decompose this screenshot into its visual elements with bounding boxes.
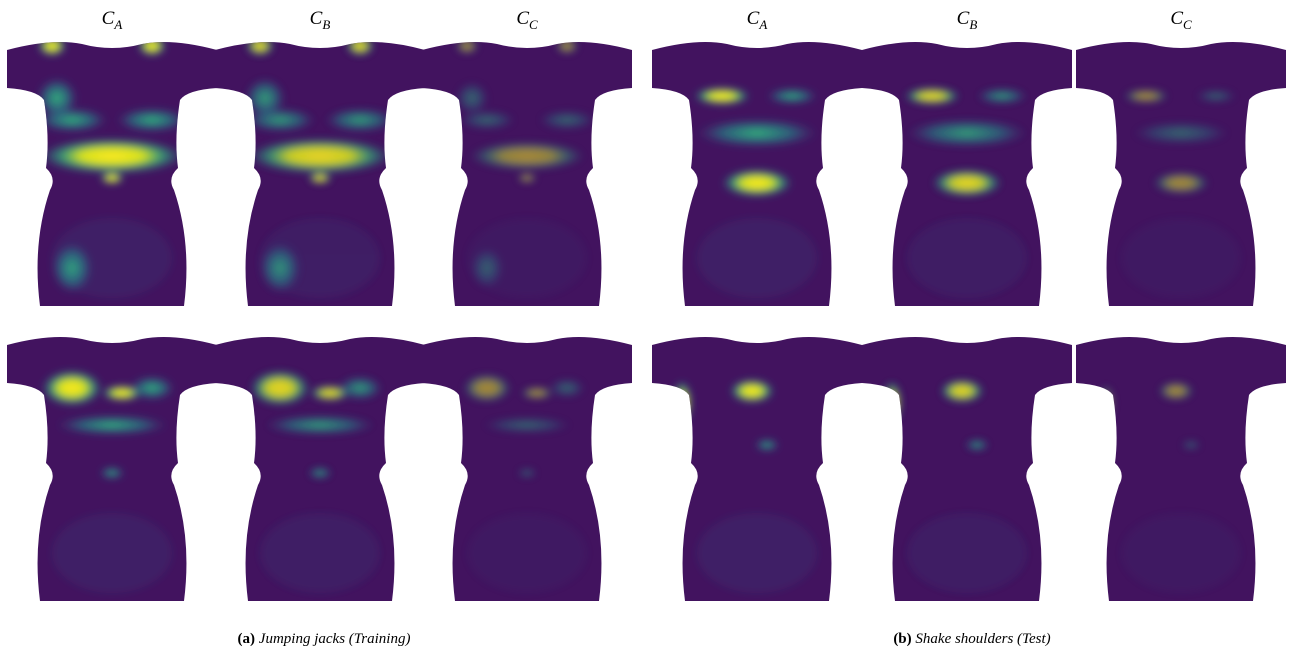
heat-spot	[469, 142, 584, 171]
heat-spot	[130, 376, 174, 400]
heat-spot	[722, 169, 792, 197]
heat-spot	[517, 468, 536, 478]
heat-spot	[907, 119, 1027, 147]
heat-spot	[42, 370, 102, 406]
heat-spot	[100, 172, 124, 184]
heat-spot	[52, 513, 172, 593]
heat-spot	[517, 173, 536, 183]
heat-spot	[1133, 122, 1229, 144]
figure: CA CB CC CA CB CC (a) Jumping jacks (Tra…	[0, 0, 1299, 655]
heat-spot	[556, 38, 578, 54]
heat-spot	[325, 108, 395, 132]
heatmap-torso	[215, 337, 425, 601]
heat-spot	[52, 218, 172, 298]
heatmap-torso	[1076, 337, 1286, 601]
heat-spot	[882, 381, 902, 425]
heat-spot	[1196, 90, 1236, 103]
heat-spot	[40, 138, 184, 174]
heat-spot	[1153, 172, 1209, 194]
heat-spot	[138, 36, 166, 56]
heat-spot	[1121, 218, 1241, 298]
heat-spot	[250, 370, 310, 406]
heatmap-torso	[422, 38, 632, 306]
heat-spot	[346, 36, 374, 56]
heat-spot	[907, 513, 1027, 593]
heat-spot	[907, 218, 1027, 298]
heat-spot	[338, 376, 382, 400]
heat-spot	[904, 87, 960, 105]
heat-spot	[672, 381, 692, 425]
heat-spot	[1121, 513, 1241, 593]
heat-spot	[245, 78, 285, 118]
heat-spot	[38, 36, 66, 56]
heat-spot	[308, 172, 332, 184]
heat-spot	[467, 218, 587, 298]
heat-spot	[57, 415, 167, 435]
heat-spot	[1124, 89, 1169, 103]
heat-spot	[246, 36, 274, 56]
heat-spot	[456, 38, 478, 54]
heat-spot	[697, 218, 817, 298]
heat-spot	[248, 138, 392, 174]
heatmap-torso	[215, 36, 425, 306]
heat-spot	[463, 374, 511, 403]
heat-spot	[940, 379, 984, 403]
heat-spot	[37, 78, 77, 118]
heatmap-torso	[7, 337, 217, 601]
heat-spot	[265, 415, 375, 435]
heat-spot	[260, 218, 380, 298]
heat-spot	[932, 169, 1002, 197]
column-header: CB	[310, 8, 331, 32]
heat-spot	[755, 439, 779, 451]
column-header: CA	[102, 8, 123, 32]
heat-spot	[467, 513, 587, 593]
heat-spot	[767, 88, 817, 104]
caption: (b) Shake shoulders (Test)	[893, 631, 1050, 647]
heat-spot	[483, 417, 571, 433]
heatmap-torso	[1076, 42, 1286, 306]
column-header: CA	[747, 8, 768, 32]
heatmap-torso	[422, 337, 632, 601]
column-header: CB	[957, 8, 978, 32]
heat-spot	[694, 87, 750, 105]
heatmap-torso	[652, 337, 862, 601]
heat-spot	[521, 387, 553, 400]
heatmaps	[7, 36, 1286, 601]
heatmap-torso	[862, 337, 1072, 601]
caption: (a) Jumping jacks (Training)	[238, 631, 411, 647]
heat-spot	[308, 467, 332, 479]
heat-spot	[730, 379, 774, 403]
column-header: CC	[1170, 8, 1192, 32]
column-header: CC	[516, 8, 538, 32]
heat-spot	[260, 513, 380, 593]
heat-spot	[697, 119, 817, 147]
heat-spot	[1158, 381, 1193, 400]
heat-spot	[117, 108, 187, 132]
heat-spot	[697, 513, 817, 593]
heat-spot	[1181, 440, 1200, 450]
heatmap-torso	[862, 42, 1072, 306]
heat-spot	[100, 467, 124, 479]
heat-spot	[549, 378, 584, 397]
heatmap-torso	[7, 36, 217, 306]
heatmap-torso	[652, 42, 862, 306]
heat-spot	[977, 88, 1027, 104]
heat-spot	[539, 110, 595, 129]
heat-spot	[456, 82, 488, 114]
heat-spot	[965, 439, 989, 451]
heat-spot	[1098, 385, 1114, 420]
